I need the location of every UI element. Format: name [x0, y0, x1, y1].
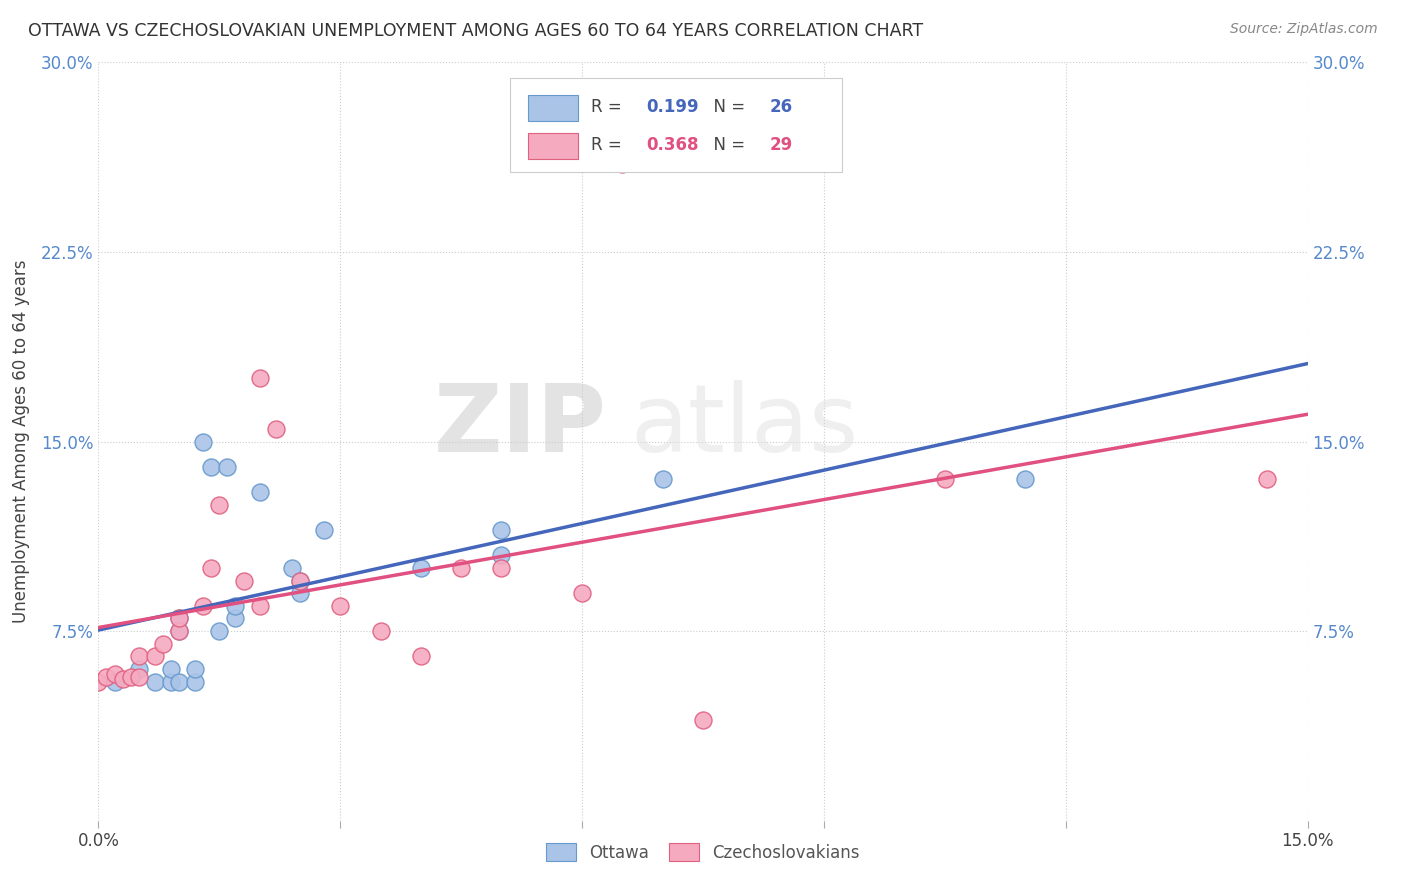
- Point: [612, 156, 634, 170]
- Point: [288, 586, 311, 600]
- Point: [491, 561, 513, 575]
- Text: atlas: atlas: [630, 380, 859, 473]
- Point: [167, 624, 190, 639]
- Text: N =: N =: [703, 136, 751, 154]
- Point: [450, 561, 472, 575]
- Point: [167, 611, 190, 625]
- Point: [103, 674, 125, 689]
- Point: [409, 649, 432, 664]
- Point: [208, 624, 231, 639]
- Text: R =: R =: [591, 98, 627, 116]
- Point: [103, 667, 125, 681]
- Point: [224, 599, 246, 613]
- Point: [651, 473, 673, 487]
- Point: [1256, 473, 1278, 487]
- Point: [96, 669, 118, 683]
- Point: [143, 674, 166, 689]
- Point: [329, 599, 352, 613]
- Point: [370, 624, 392, 639]
- Point: [128, 669, 150, 683]
- Point: [143, 649, 166, 664]
- Point: [491, 523, 513, 537]
- Text: ZIP: ZIP: [433, 380, 606, 473]
- Point: [224, 611, 246, 625]
- Text: R =: R =: [591, 136, 627, 154]
- Point: [111, 672, 134, 686]
- Point: [167, 611, 190, 625]
- Point: [264, 422, 287, 436]
- Text: 29: 29: [769, 136, 793, 154]
- Point: [184, 662, 207, 676]
- Point: [491, 548, 513, 563]
- Point: [692, 713, 714, 727]
- Point: [288, 574, 311, 588]
- Point: [167, 624, 190, 639]
- Point: [152, 637, 174, 651]
- Point: [200, 561, 222, 575]
- Point: [200, 459, 222, 474]
- Point: [1014, 473, 1036, 487]
- Point: [128, 649, 150, 664]
- Point: [288, 574, 311, 588]
- Point: [184, 674, 207, 689]
- Point: [193, 599, 215, 613]
- Text: Source: ZipAtlas.com: Source: ZipAtlas.com: [1230, 22, 1378, 37]
- Point: [128, 662, 150, 676]
- Point: [249, 371, 271, 385]
- Text: 26: 26: [769, 98, 793, 116]
- Point: [160, 662, 183, 676]
- Point: [120, 669, 142, 683]
- Point: [409, 561, 432, 575]
- Text: OTTAWA VS CZECHOSLOVAKIAN UNEMPLOYMENT AMONG AGES 60 TO 64 YEARS CORRELATION CHA: OTTAWA VS CZECHOSLOVAKIAN UNEMPLOYMENT A…: [28, 22, 924, 40]
- Y-axis label: Unemployment Among Ages 60 to 64 years: Unemployment Among Ages 60 to 64 years: [11, 260, 30, 624]
- Point: [314, 523, 336, 537]
- FancyBboxPatch shape: [527, 133, 578, 159]
- Text: 0.199: 0.199: [647, 98, 699, 116]
- Point: [208, 498, 231, 512]
- Point: [249, 485, 271, 500]
- FancyBboxPatch shape: [527, 95, 578, 120]
- Legend: Ottawa, Czechoslovakians: Ottawa, Czechoslovakians: [546, 844, 860, 862]
- FancyBboxPatch shape: [509, 78, 842, 172]
- Point: [249, 599, 271, 613]
- Point: [87, 674, 110, 689]
- Point: [934, 473, 956, 487]
- Point: [571, 586, 593, 600]
- Point: [281, 561, 304, 575]
- Point: [193, 434, 215, 449]
- Point: [217, 459, 239, 474]
- Text: N =: N =: [703, 98, 751, 116]
- Text: 0.368: 0.368: [647, 136, 699, 154]
- Point: [160, 674, 183, 689]
- Point: [232, 574, 254, 588]
- Point: [167, 674, 190, 689]
